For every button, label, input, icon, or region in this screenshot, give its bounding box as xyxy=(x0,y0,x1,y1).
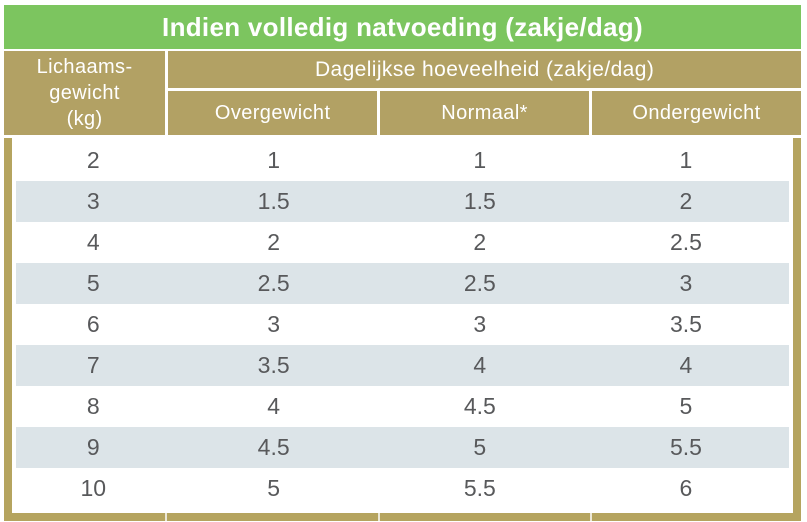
dose-cell: 5.5 xyxy=(669,434,702,460)
dose-cell: 4 xyxy=(473,352,487,378)
dose-cell: 5 xyxy=(679,393,693,419)
body-weight-cell: 3 xyxy=(86,188,100,214)
col-header-underweight: Ondergewicht xyxy=(589,91,801,135)
dose-cell: 5.5 xyxy=(463,475,496,501)
dose-cell: 5 xyxy=(267,475,281,501)
dose-cell: 4.5 xyxy=(463,393,496,419)
dose-cell: 2.5 xyxy=(669,229,702,255)
dose-cell: 3 xyxy=(679,270,693,296)
table-row: 10 5 5.5 6 xyxy=(16,468,789,509)
table-row: 4 2 2 2.5 xyxy=(16,222,789,263)
body-weight-label-line3: (kg) xyxy=(66,108,103,130)
overweight-label: Overgewicht xyxy=(214,101,331,124)
table-body: 2 1 1 1 3 1.5 1.5 2 4 2 2 2.5 5 2.5 2.5 3 6 3 3 3.5 7 3.5 4 4 8 4… xyxy=(4,138,801,521)
body-weight-cell: 9 xyxy=(86,434,100,460)
body-weight-cell: 6 xyxy=(86,311,100,337)
body-weight-cell: 7 xyxy=(86,352,100,378)
sub-header-row: Overgewicht Normaal* Ondergewicht xyxy=(168,91,801,135)
body-weight-cell: 8 xyxy=(86,393,100,419)
col-header-normal: Normaal* xyxy=(377,91,589,135)
wet-food-dosage-table: Indien volledig natvoeding (zakje/dag) L… xyxy=(4,5,801,521)
table-title: Indien volledig natvoeding (zakje/dag) xyxy=(162,11,643,42)
dose-cell: 4 xyxy=(267,393,281,419)
table-row: 6 3 3 3.5 xyxy=(16,304,789,345)
border-divider-notch xyxy=(590,513,592,521)
dose-cell: 1 xyxy=(267,147,281,173)
dose-cell: 1 xyxy=(679,147,693,173)
dose-cell: 2 xyxy=(473,229,487,255)
dose-cell: 4.5 xyxy=(257,434,290,460)
table-row: 7 3.5 4 4 xyxy=(16,345,789,386)
body-weight-cell: 2 xyxy=(86,147,100,173)
border-divider-notch xyxy=(165,513,167,521)
dose-cell: 3 xyxy=(267,311,281,337)
dose-cell: 4 xyxy=(679,352,693,378)
daily-amount-label: Dagelijkse hoeveelheid (zakje/dag) xyxy=(314,57,655,81)
dose-cell: 3.5 xyxy=(257,352,290,378)
table-row: 9 4.5 5 5.5 xyxy=(16,427,789,468)
body-weight-label-line2: gewicht xyxy=(49,82,120,104)
dose-cell: 1 xyxy=(473,147,487,173)
dose-cell: 1.5 xyxy=(257,188,290,214)
body-weight-cell: 4 xyxy=(86,229,100,255)
dose-cell: 2.5 xyxy=(463,270,496,296)
body-weight-cell: 10 xyxy=(80,475,107,501)
dose-cell: 2 xyxy=(267,229,281,255)
daily-amount-header-group: Dagelijkse hoeveelheid (zakje/dag) Overg… xyxy=(168,51,801,135)
table-row: 2 1 1 1 xyxy=(16,140,789,181)
dose-cell: 2 xyxy=(679,188,693,214)
col-header-overweight: Overgewicht xyxy=(168,91,377,135)
dose-cell: 5 xyxy=(473,434,487,460)
table-header: Lichaams- gewicht (kg) Dagelijkse hoevee… xyxy=(4,51,801,135)
dose-cell: 6 xyxy=(679,475,693,501)
table-row: 3 1.5 1.5 2 xyxy=(16,181,789,222)
border-divider-notch xyxy=(378,513,380,521)
dose-cell: 3.5 xyxy=(669,311,702,337)
col-group-header-daily-amount: Dagelijkse hoeveelheid (zakje/dag) xyxy=(168,51,801,91)
dose-cell: 2.5 xyxy=(257,270,290,296)
col-header-body-weight: Lichaams- gewicht (kg) xyxy=(4,51,169,135)
dose-cell: 1.5 xyxy=(463,188,496,214)
table-row: 5 2.5 2.5 3 xyxy=(16,263,789,304)
normal-label: Normaal* xyxy=(441,101,528,124)
body-weight-label-line1: Lichaams- xyxy=(36,56,133,78)
underweight-label: Ondergewicht xyxy=(632,101,761,124)
dose-cell: 3 xyxy=(473,311,487,337)
table-title-bar: Indien volledig natvoeding (zakje/dag) xyxy=(4,5,801,49)
body-weight-cell: 5 xyxy=(86,270,100,296)
table-row: 8 4 4.5 5 xyxy=(16,386,789,427)
